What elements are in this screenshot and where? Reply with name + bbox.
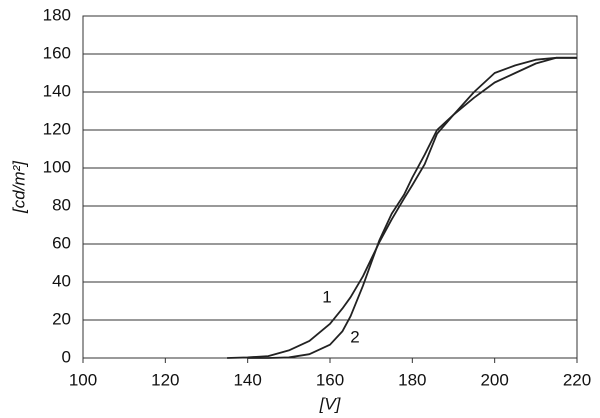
plot-frame <box>82 15 578 359</box>
y-tick-label: 160 <box>43 43 71 62</box>
line <box>247 56 577 359</box>
series-label: 2 <box>350 327 359 346</box>
y-tick-label: 180 <box>43 5 71 24</box>
x-tick-label: 180 <box>398 370 426 389</box>
y-tick-label: 120 <box>43 119 71 138</box>
y-tick-label: 60 <box>52 233 71 252</box>
x-axis-title: [V] <box>319 394 342 413</box>
x-tick-label: 120 <box>151 370 179 389</box>
x-tick-label: 140 <box>233 370 261 389</box>
y-tick-label: 100 <box>43 157 71 176</box>
line <box>227 56 577 359</box>
x-tick-label: 160 <box>316 370 344 389</box>
x-tick-label: 220 <box>563 370 591 389</box>
y-tick-label: 140 <box>43 81 71 100</box>
y-axis-title: [cd/m²] <box>9 160 28 214</box>
y-tick-label: 40 <box>52 271 71 290</box>
x-tick-label: 100 <box>69 370 97 389</box>
series-label: 1 <box>322 287 331 306</box>
y-tick-label: 20 <box>52 309 71 328</box>
x-tick-label: 200 <box>480 370 508 389</box>
y-tick-label: 0 <box>62 347 71 366</box>
y-tick-label: 80 <box>52 195 71 214</box>
